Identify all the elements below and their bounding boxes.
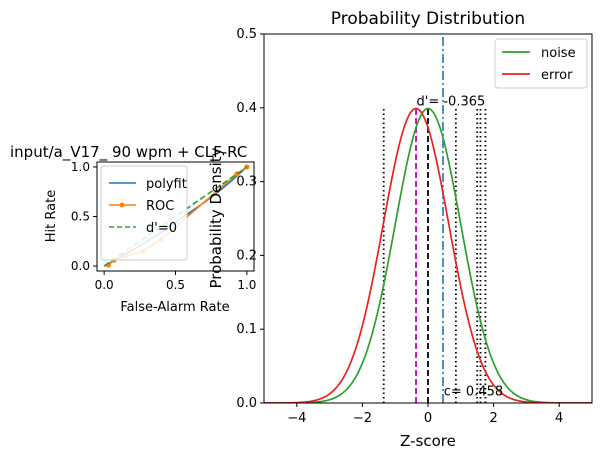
pd-ytick-label: 0.4	[236, 101, 257, 116]
pd-ytick-label: 0.2	[236, 248, 257, 263]
pd-ytick-label: 0.1	[236, 322, 257, 337]
roc-ytick-label: 1.0	[71, 160, 90, 174]
roc-ytick-label: 0.5	[71, 210, 90, 224]
roc-title: input/a_V17_ 90 wpm + CLF-RC	[10, 143, 247, 162]
pd-ytick-label: 0.5	[236, 27, 257, 42]
pd-ylabel: Probability Density	[207, 147, 225, 288]
roc-ytick-label: 0.0	[71, 259, 90, 273]
pd-xlabel: Z-score	[400, 432, 456, 450]
pd-annotations: d'= -0.365 c= 0.458	[417, 95, 504, 400]
roc-legend-box	[100, 165, 188, 261]
pd-xtick-label: 2	[489, 411, 497, 426]
pd-xtick-label: −4	[287, 411, 306, 426]
pd-xtick-label: −2	[353, 411, 372, 426]
pd-chart: −4 −2 0 2 4 0.0 0.1 0.2 0.3 0.4 0.5 d'= -0.365 c= 0…	[207, 9, 593, 450]
roc-legend: polyfit ROC d'=0	[100, 165, 188, 261]
pd-ticks: −4 −2 0 2 4 0.0 0.1 0.2 0.3 0.4 0.5	[236, 27, 563, 426]
roc-xtick-label: 0.0	[95, 278, 114, 292]
pd-ytick-label: 0.3	[236, 175, 257, 190]
roc-xlabel: False-Alarm Rate	[120, 300, 229, 315]
roc-legend-label-d0: d'=0	[146, 221, 177, 236]
pd-annotation: c= 0.458	[444, 385, 503, 400]
pd-annotation: d'= -0.365	[417, 95, 486, 110]
roc-legend-label-polyfit: polyfit	[146, 177, 187, 192]
pd-legend: noise error	[494, 38, 588, 89]
roc-chart: 0.0 0.5 1.0 0.0 0.5 1.0 False-Alarm Rate Hit …	[44, 160, 256, 315]
roc-xtick-label: 1.0	[237, 278, 256, 292]
roc-axes-frame	[96, 161, 255, 272]
pd-ytick-label: 0.0	[236, 396, 257, 411]
roc-legend-label-roc: ROC	[146, 199, 174, 214]
roc-legend-marker-roc	[119, 202, 125, 208]
pd-xtick-label: 0	[424, 411, 432, 426]
roc-ylabel: Hit Rate	[44, 190, 59, 242]
roc-ticks: 0.0 0.5 1.0 0.0 0.5 1.0	[71, 160, 257, 292]
pd-xtick-label: 4	[555, 411, 563, 426]
roc-xtick-label: 0.5	[166, 278, 185, 292]
pd-legend-label-error: error	[541, 68, 573, 83]
pd-title: Probability Distribution	[331, 9, 525, 29]
pd-vertical-lines	[382, 34, 487, 403]
pd-legend-label-noise: noise	[541, 46, 576, 61]
